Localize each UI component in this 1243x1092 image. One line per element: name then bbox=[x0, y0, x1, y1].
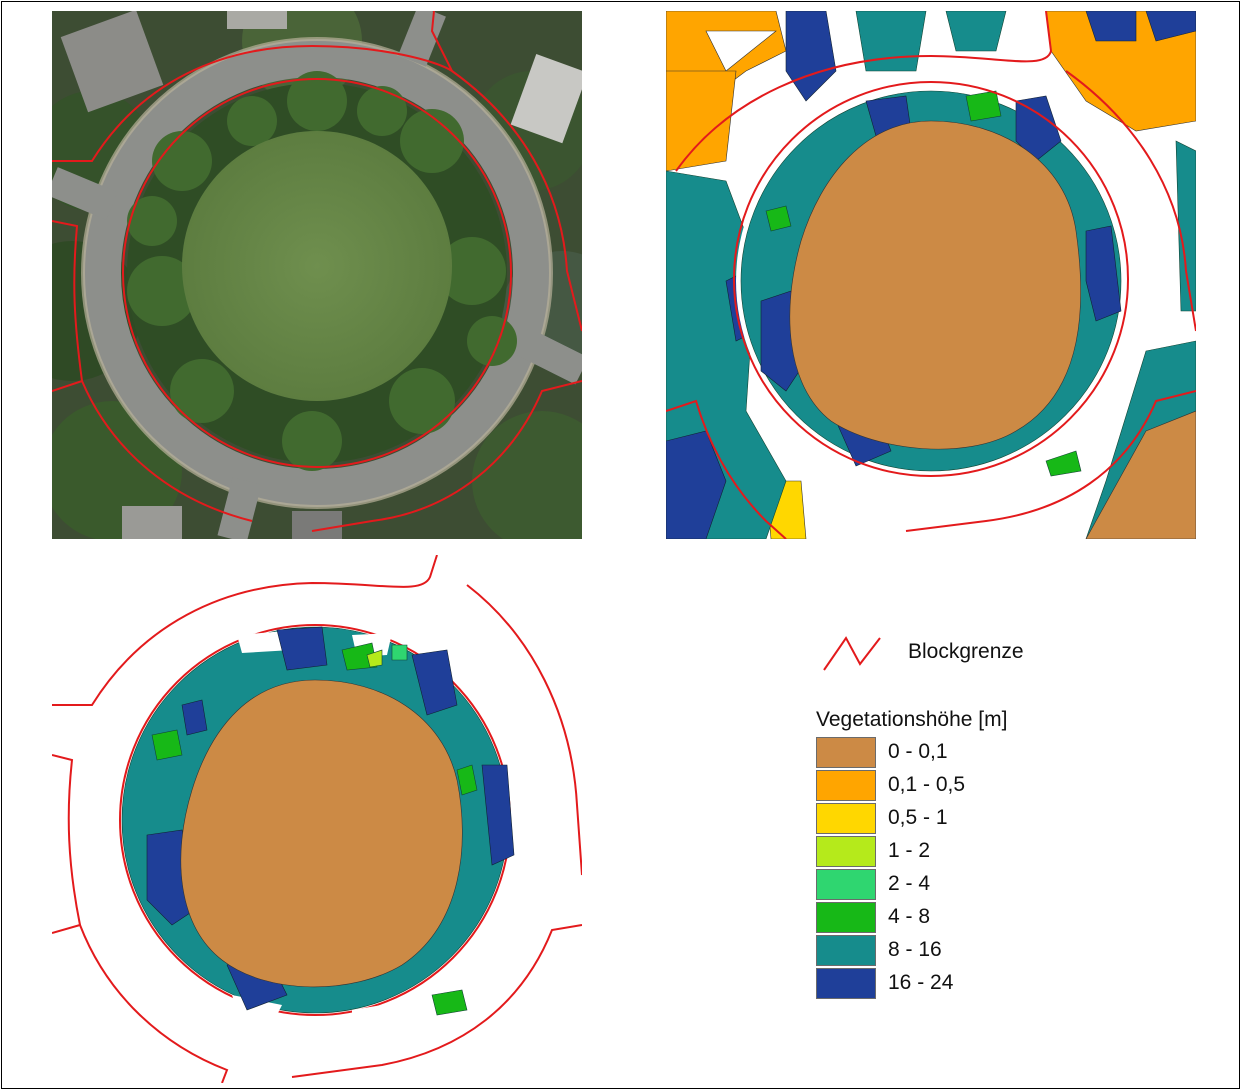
legend-class-label: 0,1 - 0,5 bbox=[888, 773, 966, 796]
vegetation-height-block-panel bbox=[52, 555, 582, 1083]
legend-item: 2 - 4 bbox=[816, 868, 1136, 901]
legend-swatch bbox=[816, 968, 876, 999]
legend-boundary-label: Blockgrenze bbox=[908, 640, 1024, 663]
veg-class-0-1-0-5-patches bbox=[666, 11, 1196, 539]
legend-swatch bbox=[816, 770, 876, 801]
legend-class-label: 0,5 - 1 bbox=[888, 806, 948, 829]
legend-item: 0,1 - 0,5 bbox=[816, 769, 1136, 802]
veg-full-block-boundary bbox=[666, 11, 1196, 539]
aerial-ring-road bbox=[83, 39, 551, 507]
aerial-photo-panel bbox=[52, 11, 582, 539]
legend-class-label: 2 - 4 bbox=[888, 872, 931, 895]
legend-swatch bbox=[816, 902, 876, 933]
aerial-photo-map bbox=[52, 11, 582, 539]
veg-class-4-8-inner bbox=[765, 90, 1082, 477]
legend-class-list: 0 - 0,1 0,1 - 0,5 0,5 - 1 1 - 2 2 - 4 4 … bbox=[816, 736, 1136, 1000]
vegetation-height-map bbox=[666, 11, 1196, 539]
aerial-buildings bbox=[60, 11, 582, 539]
legend-item: 0 - 0,1 bbox=[816, 736, 1136, 769]
aerial-radial-streets bbox=[52, 11, 582, 539]
veg-class-0-0-1-inner bbox=[789, 120, 1081, 450]
legend-class-label: 4 - 8 bbox=[888, 905, 931, 928]
legend-title: Vegetationshöhe [m] bbox=[816, 708, 1008, 731]
veg-class-0-0-1-outer bbox=[1085, 410, 1196, 539]
legend-item: 0,5 - 1 bbox=[816, 802, 1136, 835]
veg-block-outer-boundaries bbox=[52, 555, 582, 1083]
vegetation-height-full-panel bbox=[666, 11, 1196, 539]
legend-item: 4 - 8 bbox=[816, 901, 1136, 934]
legend-swatch bbox=[816, 803, 876, 834]
veg-block-class-1-2 bbox=[366, 649, 383, 668]
map-legend: Blockgrenze Vegetationshöhe [m] 0 - 0,1 … bbox=[816, 632, 1176, 1012]
legend-class-label: 16 - 24 bbox=[888, 971, 954, 994]
legend-class-label: 0 - 0,1 bbox=[888, 740, 948, 763]
legend-item: 8 - 16 bbox=[816, 934, 1136, 967]
veg-block-class-0-0-1 bbox=[180, 679, 463, 988]
legend-swatch bbox=[816, 836, 876, 867]
aerial-block-boundary bbox=[52, 11, 582, 532]
legend-swatch bbox=[816, 869, 876, 900]
aerial-tree-crowns bbox=[127, 71, 517, 471]
legend-swatch bbox=[816, 737, 876, 768]
legend-item: 16 - 24 bbox=[816, 967, 1136, 1000]
legend-swatch bbox=[816, 935, 876, 966]
aerial-lawn bbox=[182, 131, 452, 401]
veg-block-class-2-4 bbox=[391, 644, 408, 661]
veg-block-class-4-8 bbox=[151, 642, 478, 1016]
boundary-line-icon bbox=[823, 636, 881, 671]
legend-class-label: 8 - 16 bbox=[888, 938, 942, 961]
legend-boundary-entry: Blockgrenze bbox=[816, 632, 1176, 676]
legend-item: 1 - 2 bbox=[816, 835, 1136, 868]
legend-class-label: 1 - 2 bbox=[888, 839, 931, 862]
vegetation-height-block-map bbox=[52, 555, 582, 1083]
